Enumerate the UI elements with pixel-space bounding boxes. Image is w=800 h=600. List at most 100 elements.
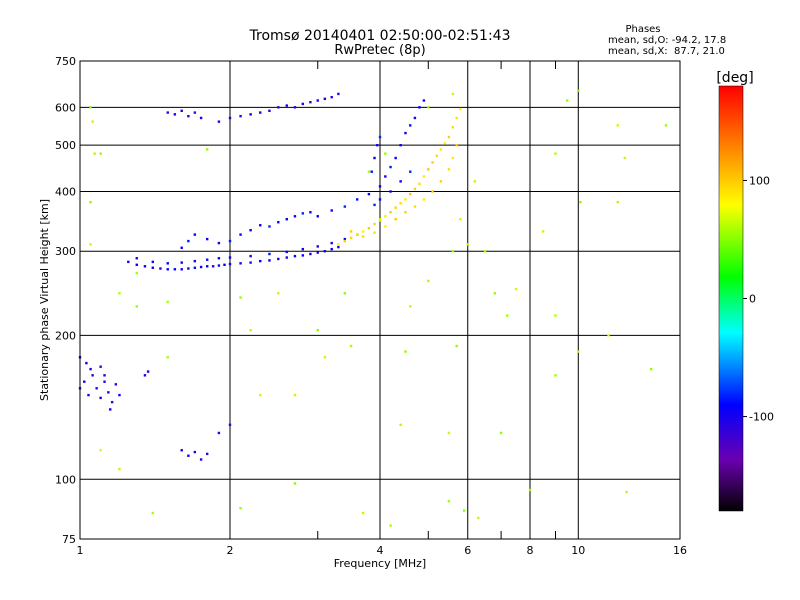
data-point	[309, 211, 312, 214]
data-point	[193, 259, 197, 263]
data-point	[384, 225, 387, 228]
data-point	[228, 239, 232, 243]
data-point	[337, 92, 340, 96]
data-point	[493, 292, 497, 295]
data-point	[435, 154, 438, 158]
data-point	[451, 92, 455, 96]
data-point	[89, 106, 92, 109]
data-point	[309, 100, 312, 104]
data-point	[159, 267, 162, 270]
data-point	[462, 509, 466, 512]
data-point	[217, 431, 221, 435]
data-point	[404, 198, 407, 201]
data-point	[277, 221, 280, 224]
data-point	[473, 180, 477, 183]
data-point	[323, 356, 327, 359]
data-point	[514, 287, 518, 291]
colorbar-tick-label: 100	[749, 174, 770, 187]
data-point	[239, 262, 242, 265]
data-point	[378, 185, 382, 188]
data-point	[459, 107, 462, 111]
data-point	[389, 190, 392, 193]
data-point	[277, 257, 280, 261]
data-point	[285, 104, 288, 107]
data-point	[384, 175, 387, 178]
data-point	[89, 200, 92, 204]
data-point	[205, 237, 209, 241]
data-point	[83, 380, 86, 383]
data-point	[293, 106, 297, 109]
data-point	[389, 211, 392, 214]
data-point	[223, 263, 226, 266]
series-5	[89, 89, 668, 527]
colorbar-tick-label: -100	[749, 411, 774, 424]
data-point	[205, 258, 209, 261]
grid-lines	[80, 61, 680, 539]
data-point	[337, 243, 340, 246]
data-point	[367, 192, 371, 196]
data-point	[99, 365, 102, 368]
x-tick-label: 6	[464, 544, 471, 557]
data-point	[528, 488, 532, 492]
phase-o-stats: mean, sd,O: -94.2, 17.8	[608, 35, 726, 46]
data-point	[447, 431, 451, 435]
data-point	[285, 250, 288, 254]
data-point	[323, 97, 327, 101]
series-4	[78, 356, 232, 461]
data-point	[367, 227, 371, 230]
data-point	[373, 231, 376, 234]
data-point	[409, 305, 412, 308]
data-point	[554, 374, 557, 377]
data-point	[143, 374, 147, 377]
data-point	[451, 156, 455, 160]
data-point	[166, 268, 169, 271]
data-point	[413, 205, 417, 208]
data-point	[579, 200, 582, 204]
data-point	[349, 230, 353, 233]
data-point	[146, 370, 150, 373]
data-point	[422, 198, 426, 201]
data-point	[439, 148, 443, 151]
data-point	[316, 99, 319, 102]
data-point	[330, 209, 333, 212]
data-point	[455, 344, 458, 348]
data-point	[316, 329, 319, 332]
data-point	[389, 524, 392, 527]
data-point	[443, 141, 447, 145]
data-point	[577, 350, 580, 353]
x-tick-label: 10	[571, 544, 585, 557]
data-point	[268, 259, 271, 262]
data-point	[378, 135, 382, 139]
data-point	[409, 170, 412, 173]
data-point	[259, 393, 262, 397]
data-point	[378, 218, 382, 221]
y-tick-label: 100	[55, 473, 76, 486]
data-point	[166, 300, 169, 304]
data-point	[110, 400, 114, 404]
data-point	[394, 218, 397, 221]
data-point	[114, 383, 118, 386]
data-point	[187, 239, 190, 243]
data-point	[173, 113, 177, 116]
data-point	[187, 267, 190, 270]
data-point	[259, 224, 262, 227]
data-point	[259, 259, 262, 263]
data-point	[268, 109, 271, 113]
data-point	[217, 241, 221, 245]
data-point	[399, 143, 402, 147]
data-point	[447, 135, 451, 139]
data-point	[89, 367, 92, 371]
data-point	[239, 114, 242, 118]
y-tick-label: 500	[55, 139, 76, 152]
data-point	[151, 511, 155, 515]
data-point	[180, 109, 183, 113]
data-point	[293, 215, 297, 218]
data-point	[103, 374, 106, 377]
y-tick-label: 75	[62, 533, 76, 546]
data-point	[477, 516, 480, 520]
data-point	[193, 266, 197, 269]
data-point	[418, 182, 421, 186]
data-point	[399, 180, 402, 183]
data-point	[623, 156, 627, 160]
